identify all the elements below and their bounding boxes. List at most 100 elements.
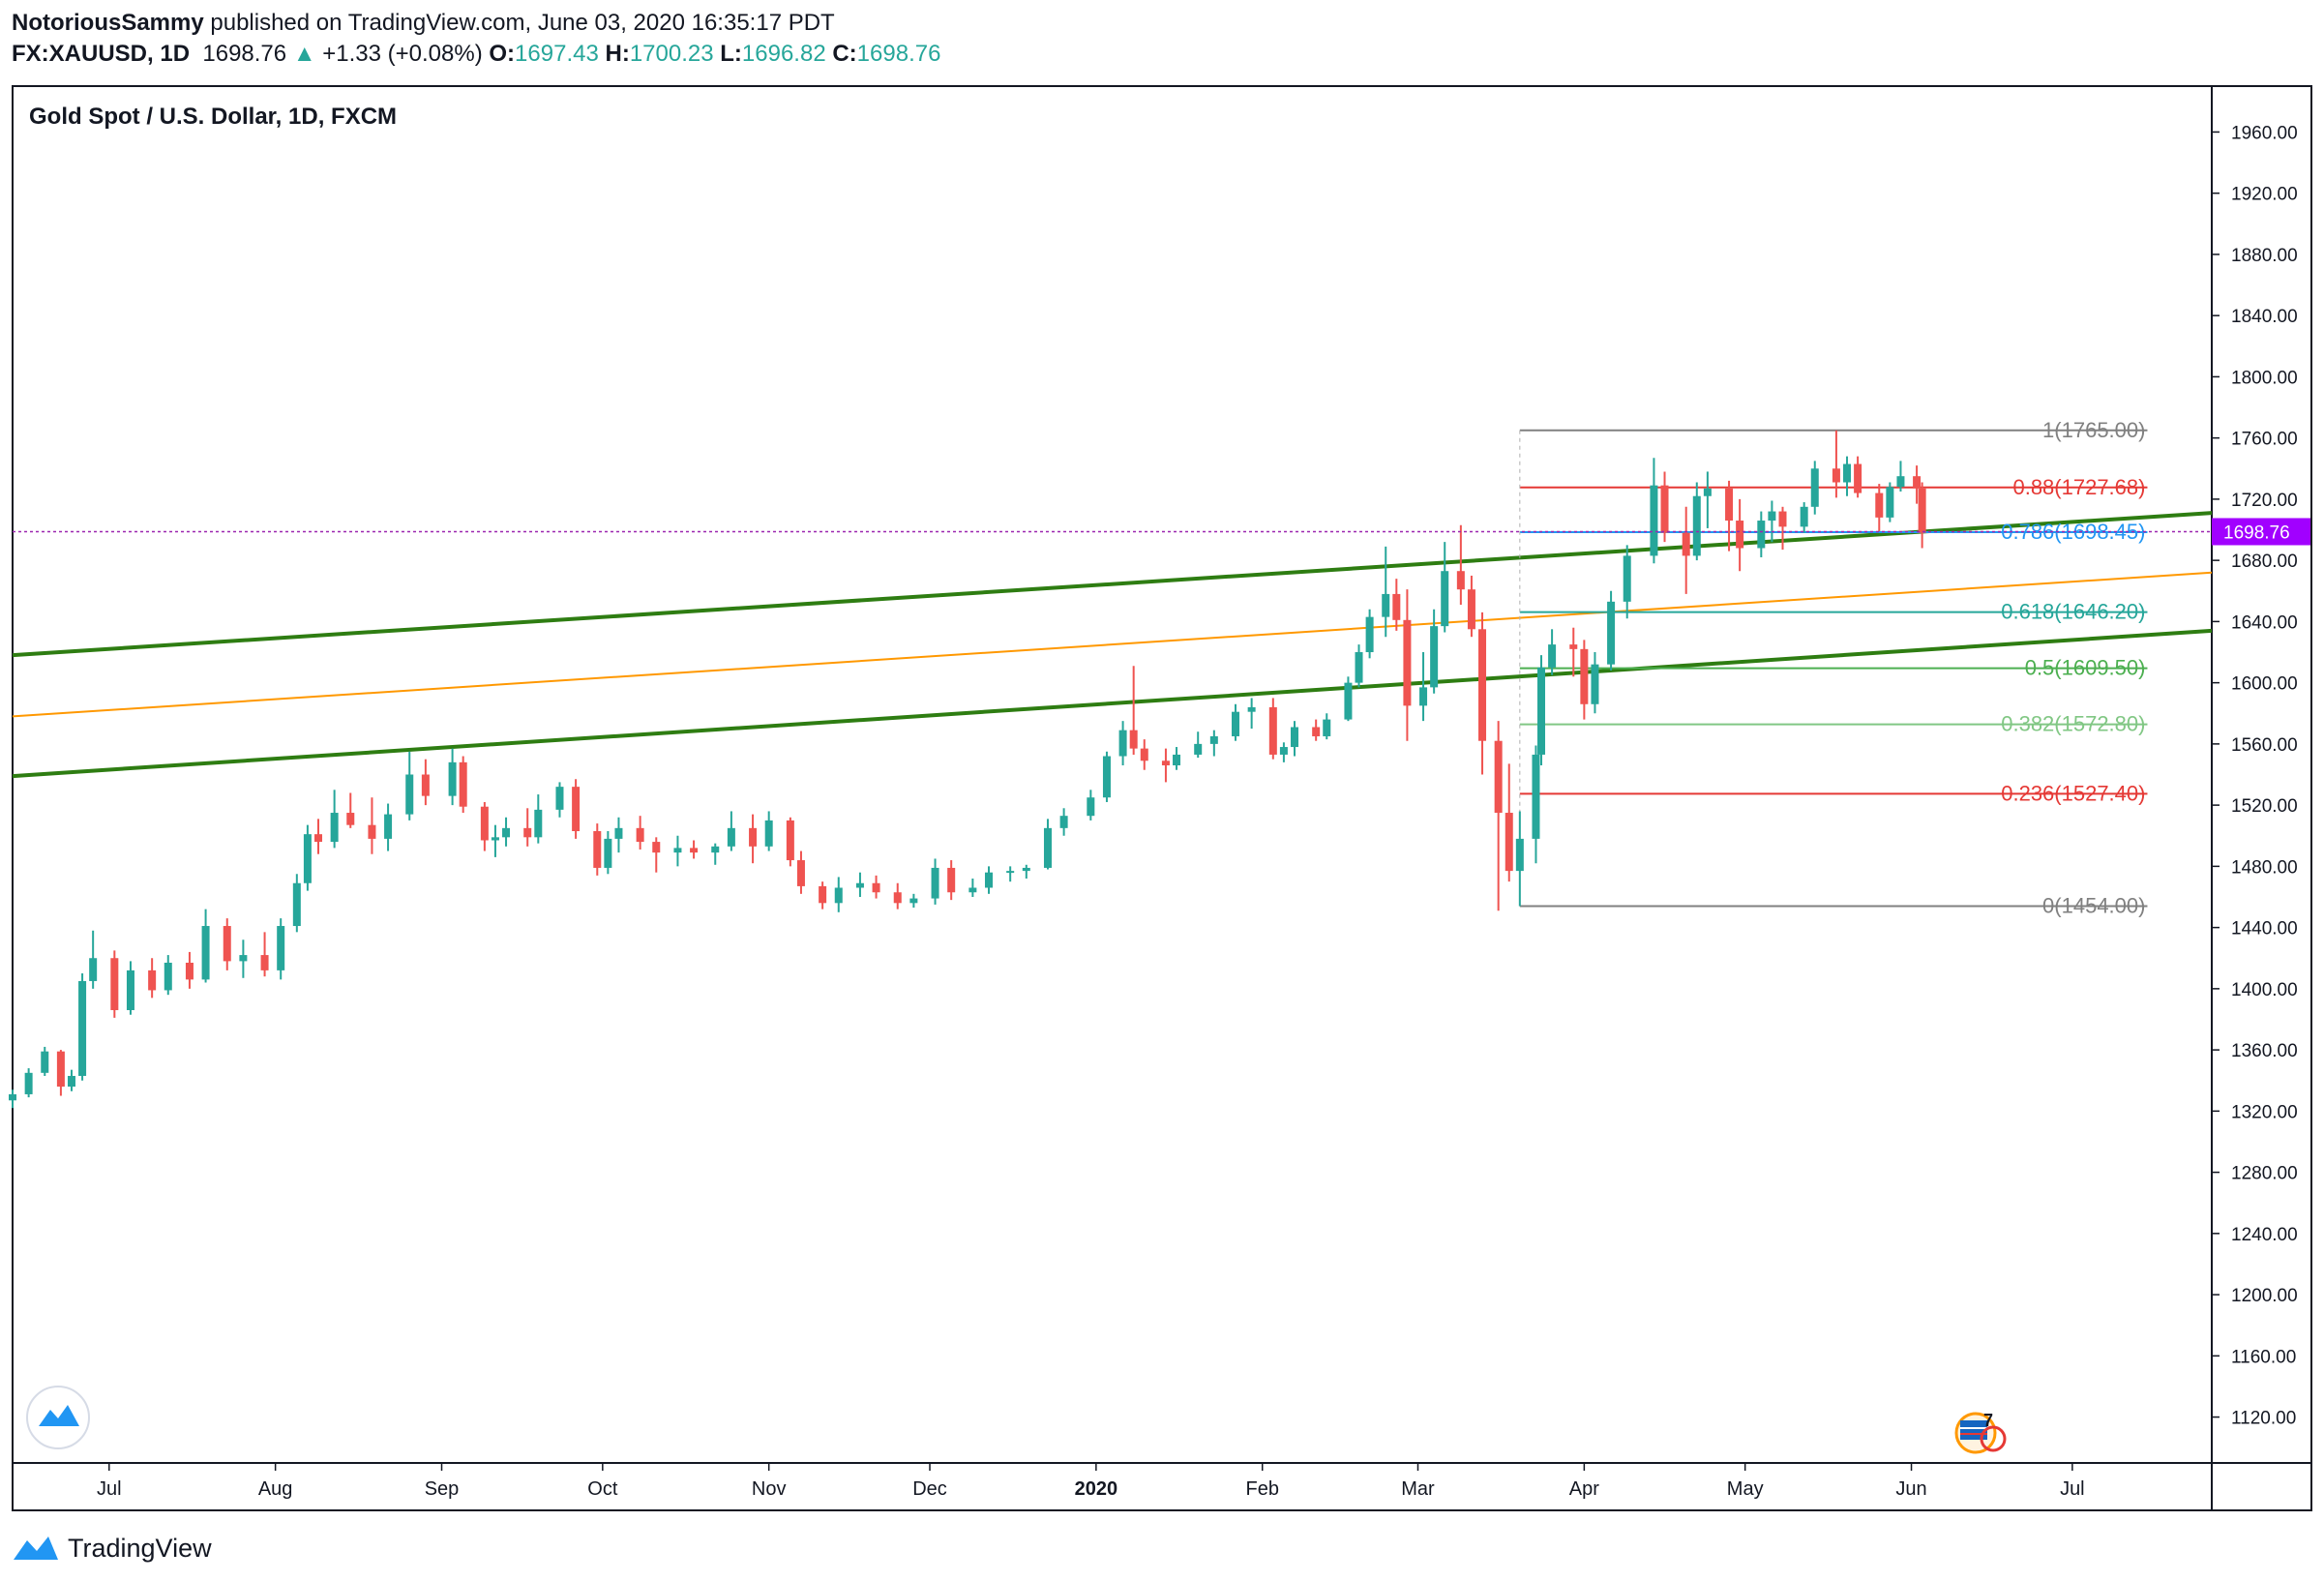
candle-body [1896, 476, 1905, 488]
events-badge[interactable]: 7 [1954, 1411, 2007, 1454]
time-tick-label: Mar [1401, 1478, 1435, 1500]
candle-body [1494, 740, 1503, 814]
tradingview-footer[interactable]: TradingView [12, 1529, 212, 1567]
candle-body [384, 814, 393, 839]
price-tick-label: 1520.00 [2231, 796, 2298, 817]
candle-body [636, 827, 644, 843]
candle-body [1456, 571, 1465, 590]
candle-body [764, 820, 773, 847]
time-tick-label: Oct [587, 1478, 618, 1500]
fib-level-label: 0.618(1646.20) [2001, 600, 2145, 624]
candle-body [1279, 747, 1288, 755]
candle-body [819, 885, 827, 904]
candle-body [727, 827, 735, 847]
candle-body [796, 860, 805, 886]
time-tick-label: Apr [1569, 1478, 1599, 1500]
candle-body [1419, 687, 1428, 706]
time-axis[interactable]: Jul Aug Sep Oct Nov Dec 2020 Feb Mar Apr May Jun Jul [97, 1463, 2085, 1500]
candle-body [1757, 521, 1766, 549]
candle-body [239, 955, 248, 962]
price-tick-label: 1560.00 [2231, 735, 2298, 756]
tradingview-chart-logo-button[interactable] [26, 1386, 90, 1449]
chart-title: Gold Spot / U.S. Dollar, 1D, FXCM [29, 104, 397, 130]
candle-body [67, 1075, 75, 1088]
candle-body [1043, 827, 1052, 868]
price-tick-label: 1160.00 [2231, 1347, 2296, 1367]
open-value: 1697.43 [515, 41, 599, 67]
last-price: 1698.76 [202, 41, 287, 67]
candle-body [292, 882, 301, 927]
candle-body [1505, 813, 1513, 872]
candle-body [201, 926, 210, 980]
candle-body [1591, 664, 1599, 704]
candle-body [346, 813, 355, 825]
candle-body [1800, 506, 1808, 527]
trendlines [12, 511, 2213, 779]
time-tick-label: Aug [258, 1478, 293, 1500]
candle-body [1173, 754, 1181, 766]
candle-body [368, 824, 376, 839]
candles [9, 430, 1926, 1109]
candle-body [749, 827, 758, 847]
chart-frame [12, 85, 2312, 1511]
candle-body [1918, 488, 1926, 533]
publish-info: NotoriousSammy published on TradingView.… [12, 8, 835, 39]
candle-body [1059, 816, 1068, 828]
change-value: +1.33 (+0.08%) [322, 41, 483, 67]
candle-body [1232, 711, 1240, 736]
candle-body [690, 848, 699, 853]
candle-body [1290, 727, 1298, 748]
candle-body [893, 892, 902, 904]
candle-body [572, 787, 581, 832]
candle-body [523, 827, 532, 838]
time-tick-label: Sep [425, 1478, 460, 1500]
candle-body [1209, 735, 1218, 744]
price-tick-label: 1400.00 [2231, 980, 2298, 1000]
candle-body [1312, 727, 1321, 736]
time-tick-label: 2020 [1075, 1478, 1118, 1500]
candle-body [314, 834, 323, 843]
candle-body [1467, 589, 1475, 630]
price-axis[interactable]: 1960.00 1920.00 1880.00 1840.00 1800.00 1760.… [2212, 123, 2298, 1429]
candle-body [223, 926, 231, 962]
time-tick-label: Jul [97, 1478, 122, 1500]
price-tick-label: 1360.00 [2231, 1041, 2298, 1061]
candle-body [834, 887, 843, 904]
candle-body [126, 969, 134, 1010]
candle-body [448, 761, 457, 796]
fib-level-label: 1(1765.00) [2042, 418, 2145, 442]
candle-body [303, 834, 312, 883]
candle-body [1854, 463, 1862, 493]
fib-level-label: 0(1454.00) [2042, 893, 2145, 917]
candle-body [1344, 682, 1353, 720]
candle-body [1692, 495, 1701, 556]
tradingview-brand: TradingView [68, 1533, 212, 1563]
candle-body [1515, 838, 1524, 872]
high-value: 1700.23 [629, 41, 714, 67]
time-tick-label: Nov [752, 1478, 787, 1500]
candle-body [1725, 488, 1734, 522]
candle-body [1660, 485, 1669, 533]
candle-body [984, 872, 993, 888]
symbol-label: FX:XAUUSD, 1D [12, 41, 191, 67]
price-tick-label: 1800.00 [2231, 368, 2298, 388]
ohlc-bar: FX:XAUUSD, 1D 1698.76 ▲ +1.33 (+0.08%) O… [12, 39, 940, 70]
candle-body [480, 806, 489, 841]
candle-body [604, 838, 612, 868]
fibonacci-retracement: 1(1765.00)0.88(1727.68)0.786(1698.45)0.6… [1519, 418, 2148, 917]
candle-body [491, 837, 499, 841]
fib-level-label: 0.88(1727.68) [2012, 475, 2145, 499]
candle-body [614, 827, 623, 839]
candle-body [1875, 492, 1884, 518]
candle-body [1323, 719, 1331, 736]
candle-body [931, 867, 939, 899]
candle-body [1194, 743, 1203, 755]
candle-body [148, 969, 157, 991]
candle-body [164, 962, 172, 991]
candle-body [1810, 468, 1819, 507]
author-name[interactable]: NotoriousSammy [12, 10, 204, 36]
candle-body [652, 842, 661, 853]
candle-body [1886, 487, 1894, 518]
price-tick-label: 1840.00 [2231, 307, 2298, 327]
